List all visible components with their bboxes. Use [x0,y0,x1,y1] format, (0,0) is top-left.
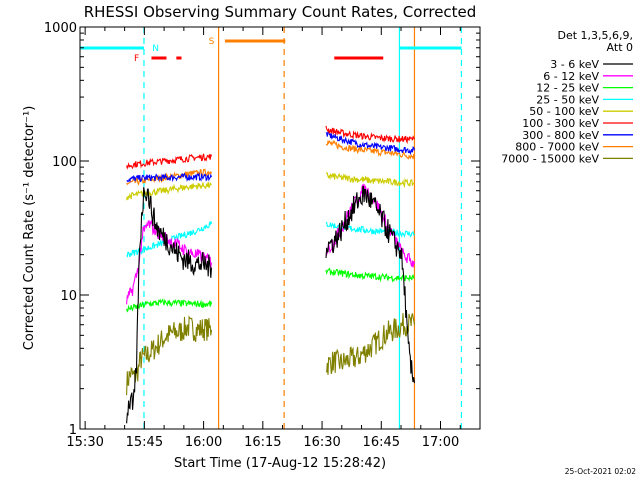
x-tick-label: 15:30 [66,435,103,450]
legend-label: 100 - 300 keV [522,117,599,130]
x-tick-label: 16:00 [185,435,222,450]
y-tick-label: 1 [69,423,77,438]
x-tick-label: 16:45 [363,435,400,450]
series-line [325,139,416,160]
legend-label: 25 - 50 keV [536,93,599,106]
legend-label: 3 - 6 keV [550,58,599,71]
x-tick-label: 16:15 [244,435,281,450]
flag-letter: F [134,54,139,64]
x-tick-label: 17:00 [422,435,459,450]
series-line [325,185,416,384]
legend-label: 800 - 7000 keV [515,141,599,154]
series-line [325,125,416,145]
y-tick-label: 1000 [44,21,77,36]
legend-label: 6 - 12 keV [543,70,599,83]
x-axis-label: Start Time (17-Aug-12 15:28:42) [174,456,386,471]
legend-label: 12 - 25 keV [536,82,599,95]
series-line [126,182,212,201]
series-line [325,172,415,189]
y-axis-label: Corrected Count Rate (s⁻¹ detector⁻¹) [22,106,37,351]
series-line [126,298,213,313]
plot-frame [79,26,481,430]
legend-header: Det 1,3,5,6,9, [557,29,633,42]
series-line [325,267,415,283]
legend-label: 300 - 800 keV [522,129,599,142]
x-tick-label: 15:45 [126,435,163,450]
series-line [126,315,213,396]
series-line [126,172,213,183]
series-line [325,130,416,155]
timestamp: 25-Oct-2021 02:02 [565,467,636,476]
series-line [126,187,213,424]
legend-label: 7000 - 15000 keV [501,152,599,165]
flag-letter: N [152,44,159,54]
series-line [126,219,213,305]
y-tick-label: 10 [60,289,77,304]
series-line [326,313,416,375]
series-line [126,153,213,170]
y-tick-label: 100 [52,155,77,170]
chart-title: RHESSI Observing Summary Count Rates, Co… [84,3,477,21]
x-tick-label: 16:30 [303,435,340,450]
flag-letter: S [209,37,215,47]
series-line [126,221,213,258]
legend-label: 50 - 100 keV [529,105,599,118]
legend-header: Att 0 [607,41,633,54]
